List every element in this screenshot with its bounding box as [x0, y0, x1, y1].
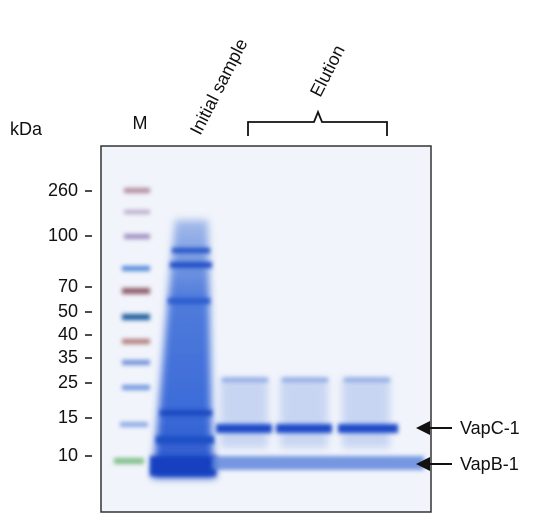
marker-dashes [85, 190, 92, 457]
marker-label: 15 [58, 407, 78, 427]
group-label: Elution [306, 42, 349, 100]
band-label: VapC-1 [460, 418, 520, 438]
band-label: VapB-1 [460, 454, 519, 474]
marker-label: 25 [58, 372, 78, 392]
band-arrows [416, 421, 452, 471]
elution-lanes [212, 378, 424, 470]
marker-label: 40 [58, 324, 78, 344]
marker-lane-label: M [133, 113, 148, 133]
marker-label: 35 [58, 347, 78, 367]
marker-labels: 260 100 70 50 40 35 25 15 10 [48, 180, 92, 465]
bracket [247, 109, 388, 136]
marker-label: 10 [58, 445, 78, 465]
unit-label: kDa [10, 119, 43, 139]
marker-label: 100 [48, 225, 78, 245]
marker-lane [114, 188, 150, 464]
marker-label: 260 [48, 180, 78, 200]
initial-sample-lane [150, 220, 216, 478]
lane-label: Initial sample [186, 35, 252, 138]
marker-label: 50 [58, 301, 78, 321]
marker-label: 70 [58, 276, 78, 296]
